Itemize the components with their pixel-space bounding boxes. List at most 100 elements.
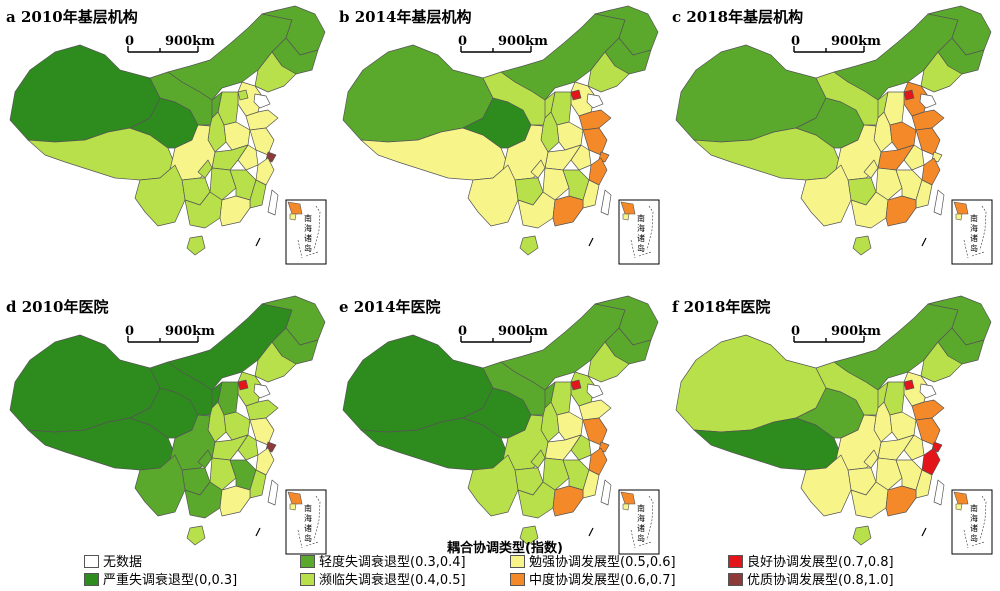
province-fujian [915,179,933,209]
legend-label: 无数据 [103,555,143,570]
province-heilongjiang [261,295,326,346]
province-zhejiang [588,157,608,186]
province-liaoning [254,51,297,93]
province-fujian [249,469,267,499]
panel-title-d: d 2010年医院 [6,298,109,316]
bohai-sea [919,93,937,109]
inset-text: 诸 [304,234,312,243]
panel-title-b: b 2014年基层机构 [339,8,472,26]
legend-swatch [300,555,315,568]
inset-text: 诸 [970,524,978,533]
province-hunan [875,457,903,491]
inset-text: 海 [304,223,312,233]
province-yunnan [134,164,186,227]
inset-text: 岛 [304,243,312,253]
map-panel-a: 南海诸岛 a 2010年基层机构 0 900km [0,0,333,295]
legend-swatch [300,573,315,586]
province-liaoning [920,341,963,383]
province-liaoning [587,341,630,383]
province-taiwan [600,479,612,506]
legend-swatch [728,573,743,586]
province-beijing [903,379,915,391]
inset-text: 岛 [970,243,978,253]
province-fujian [582,469,600,499]
province-heilongjiang [594,295,659,346]
island-line [921,237,927,247]
inset-hainan [622,503,630,511]
inset-text: 岛 [637,243,645,253]
inset-text: 岛 [637,533,645,543]
scale-bar-line [793,336,865,343]
map-panel-f: 南海诸岛 f 2018年医院 0 900km [666,290,999,585]
province-hunan [542,457,570,491]
island-line [588,527,594,537]
inset-text: 南 [304,503,312,513]
legend-item-barely: 勉强协调发展型(0.5,0.6] [510,555,676,571]
map-panel-e: 南海诸岛 e 2014年医院 0 900km [333,290,666,585]
scale-bar-e: 0 900km [458,324,578,348]
province-fujian [915,469,933,499]
province-jiangsu [249,417,275,446]
province-jiangsu [582,127,608,156]
scale-start-d: 0 [125,324,135,339]
panel-title-a: a 2010年基层机构 [6,8,138,26]
province-guangdong [552,195,584,227]
scale-bar-line [127,336,199,343]
inset-text: 南 [304,213,312,223]
inset-text: 海 [637,513,645,523]
province-taiwan [933,479,945,506]
province-liaoning [920,51,963,93]
province-beijing [237,89,249,101]
inset-dashed-line [297,205,321,259]
legend-swatch [728,555,743,568]
inset-text: 岛 [970,533,978,543]
inset-dashed-line [630,495,654,549]
legend-label: 良好协调发展型(0.7,0.8] [747,555,894,570]
inset-text: 南 [970,213,978,223]
legend-item-excellent: 优质协调发展型(0.8,1.0] [728,573,894,589]
province-yunnan [467,164,519,227]
province-heilongjiang [594,5,659,56]
legend-label: 优质协调发展型(0.8,1.0] [747,573,894,588]
province-taiwan [267,189,279,216]
province-zhejiang [255,157,275,186]
province-taiwan [267,479,279,506]
province-heilongjiang [927,5,992,56]
legend-item-no-data: 无数据 [84,555,142,571]
inset-dashed-line [297,495,321,549]
legend-label: 勉强协调发展型(0.5,0.6] [529,555,676,570]
inset-hainan [955,213,963,221]
scale-start-e: 0 [458,324,468,339]
scale-end-f: 900km [831,324,881,339]
inset-hainan [622,213,630,221]
province-fujian [582,179,600,209]
province-yunnan [800,164,852,227]
scale-bar-line [460,336,532,343]
scale-start-f: 0 [791,324,801,339]
inset-dashed-line [963,205,987,259]
inset-guangdong [953,491,969,505]
province-zhejiang [255,447,275,476]
province-guangdong [219,485,251,517]
legend-item-mild: 轻度失调衰退型(0.3,0.4] [300,555,466,571]
scale-end-b: 900km [498,34,548,49]
scale-start-a: 0 [125,34,135,49]
inset-dashed-line [630,205,654,259]
province-zhejiang [588,447,608,476]
inset-guangdong [953,201,969,215]
province-heilongjiang [261,5,326,56]
province-guangdong [885,195,917,227]
panel-title-c: c 2018年基层机构 [672,8,804,26]
province-beijing [237,379,249,391]
legend-swatch [84,573,99,586]
inset-hainan [289,503,297,511]
bohai-sea [586,383,604,399]
province-guangdong [885,485,917,517]
